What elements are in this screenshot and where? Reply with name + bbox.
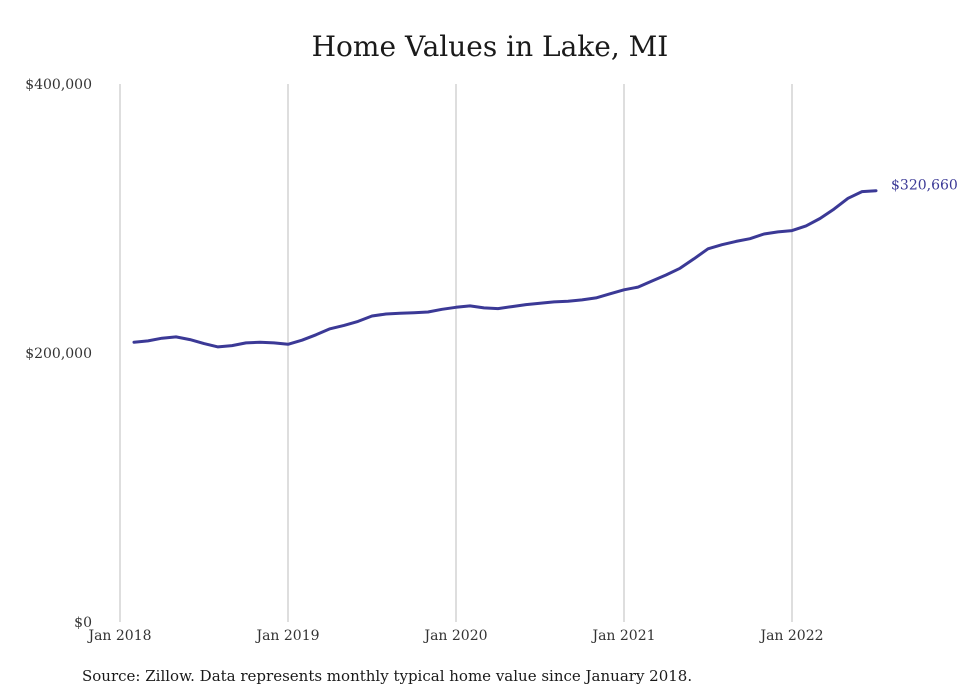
- gridlines: [119, 84, 793, 622]
- line-chart: $0$200,000$400,000 Jan 2018 Jan 2019 Jan 2…: [25, 77, 958, 644]
- y-tick-label: $0: [74, 615, 92, 631]
- y-tick-label: $200,000: [25, 346, 92, 362]
- chart-title: Home Values in Lake, MI: [311, 30, 669, 63]
- x-tick-label: Jan 2022: [758, 628, 823, 644]
- x-tick-label: Jan 2020: [422, 628, 487, 644]
- end-value-label: $320,660: [891, 178, 958, 194]
- y-axis-ticks: $0 $200,000 $400,000: [25, 77, 92, 631]
- source-note: Source: Zillow. Data represents monthly …: [82, 667, 693, 685]
- y-tick-label: $400,000: [25, 77, 92, 93]
- series-line: [132, 189, 878, 349]
- x-tick-label: Jan 2021: [590, 628, 655, 644]
- x-tick-label: Jan 2018: [86, 628, 151, 644]
- x-axis-ticks: Jan 2018 Jan 2019 Jan 2020 Jan 2021 Jan 2022: [86, 628, 823, 644]
- x-tick-label: Jan 2019: [254, 628, 319, 644]
